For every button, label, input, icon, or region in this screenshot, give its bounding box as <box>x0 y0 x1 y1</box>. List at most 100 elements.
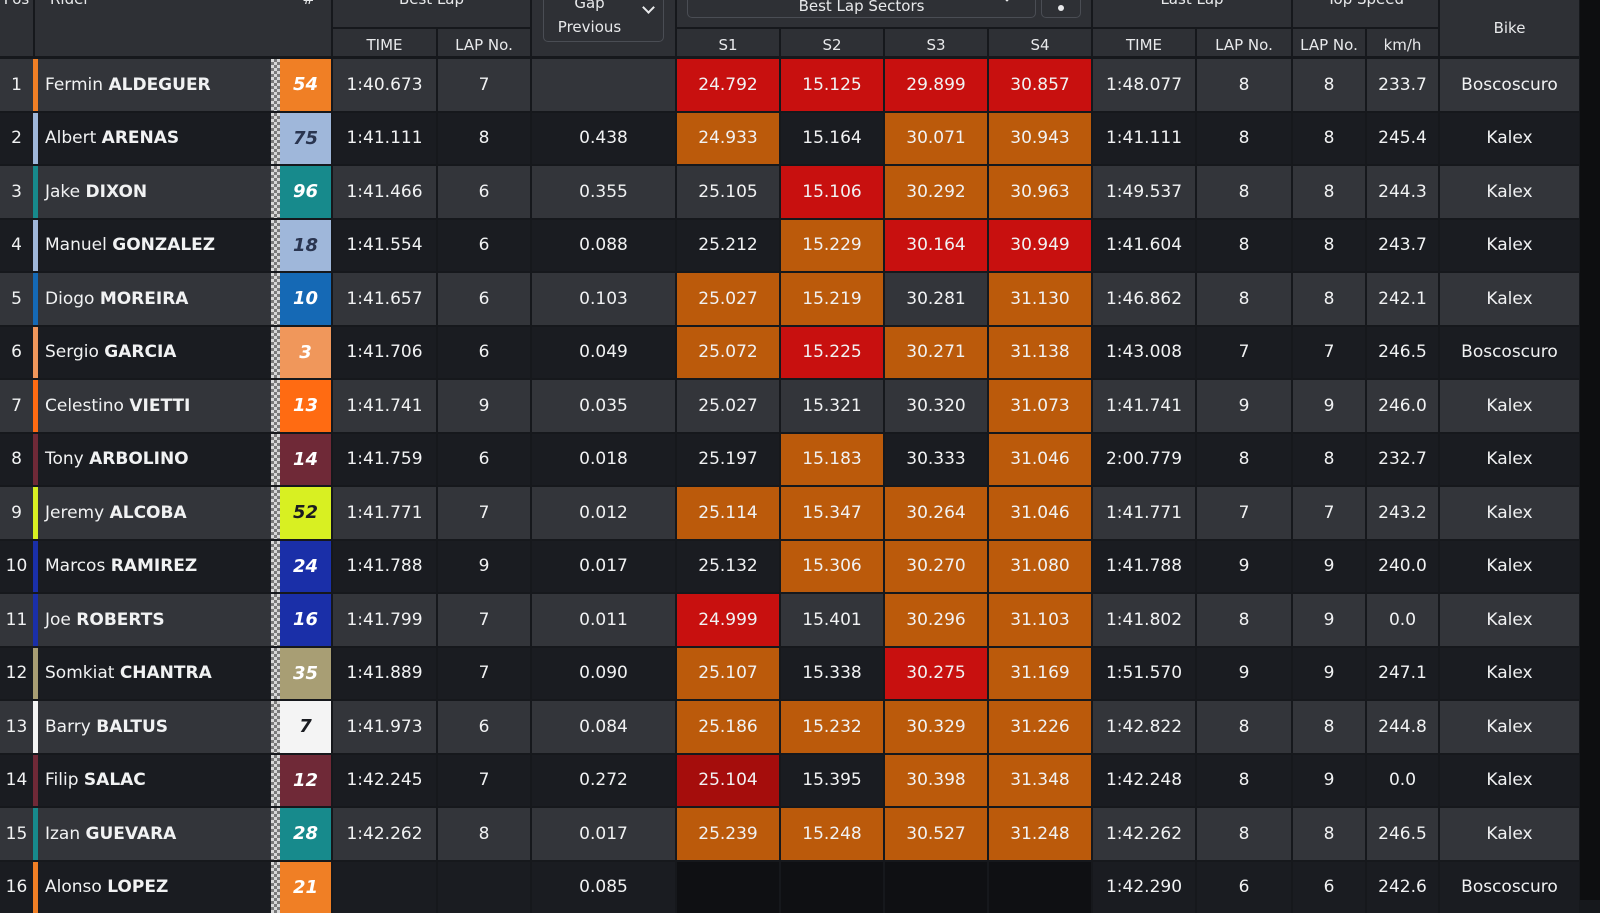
rider-cell[interactable]: Barry BALTUS <box>35 701 271 753</box>
position-cell: 15 <box>0 808 33 860</box>
header-s3-label: S3 <box>926 36 945 54</box>
header-last-lap[interactable]: Last Lap <box>1093 0 1291 27</box>
rider-cell[interactable]: Diogo MOREIRA <box>35 273 271 325</box>
rider-cell[interactable]: Joe ROBERTS <box>35 594 271 646</box>
gap-cell: 0.272 <box>532 755 675 807</box>
last-time-cell: 1:51.570 <box>1093 648 1195 700</box>
header-speed-lap-no[interactable]: LAP No. <box>1293 29 1365 56</box>
gap-label-line2: Previous <box>558 15 621 39</box>
best-lap-no-cell: 7 <box>438 59 530 111</box>
bike-cell: Kalex <box>1440 166 1579 218</box>
team-color-stripe <box>33 59 38 111</box>
number-badge: 3 <box>280 327 331 379</box>
header-rider[interactable]: Rider # <box>35 0 331 56</box>
gap-previous-dropdown[interactable]: Gap Previous <box>543 0 664 42</box>
last-lap-no-cell: 8 <box>1197 755 1291 807</box>
last-time-cell: 1:49.537 <box>1093 166 1195 218</box>
checkered-flag-marker <box>271 755 280 807</box>
number-badge: 35 <box>280 648 331 700</box>
last-lap-no-cell: 8 <box>1197 594 1291 646</box>
top-speed-cell: 243.2 <box>1367 487 1438 539</box>
sector-options-button[interactable] <box>1041 0 1081 18</box>
rider-last-name: GUEVARA <box>86 824 177 844</box>
gap-cell: 0.012 <box>532 487 675 539</box>
best-time-cell <box>333 862 436 913</box>
rider-cell[interactable]: Jeremy ALCOBA <box>35 487 271 539</box>
sector2-cell: 15.125 <box>781 59 883 111</box>
header-s1[interactable]: S1 <box>677 29 779 56</box>
header-best-lap[interactable]: Best Lap <box>333 0 530 27</box>
position-cell: 1 <box>0 59 33 111</box>
checkered-flag-marker <box>271 327 280 379</box>
sector1-cell: 25.197 <box>677 434 779 486</box>
rider-cell[interactable]: Fermin ALDEGUER <box>35 59 271 111</box>
top-speed-cell: 245.4 <box>1367 113 1438 165</box>
team-color-stripe <box>33 862 38 913</box>
header-bike[interactable]: Bike <box>1440 0 1579 56</box>
header-s4[interactable]: S4 <box>989 29 1091 56</box>
rider-cell[interactable]: Izan GUEVARA <box>35 808 271 860</box>
last-lap-no-cell: 7 <box>1197 487 1291 539</box>
checkered-flag-marker <box>271 701 280 753</box>
sector1-cell: 24.933 <box>677 113 779 165</box>
header-s2[interactable]: S2 <box>781 29 883 56</box>
rider-cell[interactable]: Jake DIXON <box>35 166 271 218</box>
rider-cell[interactable]: Manuel GONZALEZ <box>35 220 271 272</box>
best-lap-sectors-dropdown[interactable]: Best Lap Sectors <box>687 0 1036 18</box>
speed-lap-no-cell: 8 <box>1293 220 1365 272</box>
best-time-cell: 1:41.466 <box>333 166 436 218</box>
number-badge: 12 <box>280 755 331 807</box>
best-lap-no-cell: 6 <box>438 166 530 218</box>
rider-cell[interactable]: Tony ARBOLINO <box>35 434 271 486</box>
rider-cell[interactable]: Somkiat CHANTRA <box>35 648 271 700</box>
last-time-cell: 1:41.741 <box>1093 380 1195 432</box>
header-top-speed[interactable]: Top Speed <box>1293 0 1438 27</box>
header-last-time[interactable]: TIME <box>1093 29 1195 56</box>
rider-last-name: VIETTI <box>129 396 190 416</box>
rider-cell[interactable]: Celestino VIETTI <box>35 380 271 432</box>
bike-cell: Kalex <box>1440 220 1579 272</box>
sector4-cell: 31.073 <box>989 380 1091 432</box>
rider-cell[interactable]: Sergio GARCIA <box>35 327 271 379</box>
rider-first-name: Jake <box>45 182 80 202</box>
rider-cell[interactable]: Marcos RAMIREZ <box>35 541 271 593</box>
sector4-cell: 31.046 <box>989 434 1091 486</box>
top-speed-cell: 244.3 <box>1367 166 1438 218</box>
checkered-flag-marker <box>271 648 280 700</box>
header-best-time[interactable]: TIME <box>333 29 436 56</box>
rider-last-name: CHANTRA <box>120 663 212 683</box>
best-time-cell: 1:41.788 <box>333 541 436 593</box>
header-last-lap-no[interactable]: LAP No. <box>1197 29 1291 56</box>
sector4-cell: 31.138 <box>989 327 1091 379</box>
best-lap-no-cell: 6 <box>438 273 530 325</box>
team-color-stripe <box>33 487 38 539</box>
header-s3[interactable]: S3 <box>885 29 987 56</box>
sector4-cell: 31.046 <box>989 487 1091 539</box>
best-lap-no-cell: 6 <box>438 701 530 753</box>
header-best-lap-no[interactable]: LAP No. <box>438 29 530 56</box>
header-best-time-label: TIME <box>366 36 402 54</box>
rider-cell[interactable]: Filip SALAC <box>35 755 271 807</box>
bike-cell: Boscoscuro <box>1440 327 1579 379</box>
header-kmh[interactable]: km/h <box>1367 29 1438 56</box>
best-time-cell: 1:41.111 <box>333 113 436 165</box>
rider-cell[interactable]: Alonso LOPEZ <box>35 862 271 913</box>
sector1-cell: 25.072 <box>677 327 779 379</box>
top-speed-cell: 242.1 <box>1367 273 1438 325</box>
best-lap-no-cell: 7 <box>438 755 530 807</box>
gap-cell: 0.090 <box>532 648 675 700</box>
team-color-stripe <box>33 648 38 700</box>
rider-first-name: Celestino <box>45 396 124 416</box>
team-color-stripe <box>33 434 38 486</box>
sector4-cell: 31.080 <box>989 541 1091 593</box>
number-badge: 18 <box>280 220 331 272</box>
top-speed-cell: 246.5 <box>1367 327 1438 379</box>
sector3-cell: 30.281 <box>885 273 987 325</box>
team-color-stripe <box>33 755 38 807</box>
top-speed-cell: 0.0 <box>1367 594 1438 646</box>
header-bike-label: Bike <box>1494 19 1526 37</box>
speed-lap-no-cell: 6 <box>1293 862 1365 913</box>
number-badge: 7 <box>280 701 331 753</box>
rider-cell[interactable]: Albert ARENAS <box>35 113 271 165</box>
sector3-cell: 30.329 <box>885 701 987 753</box>
